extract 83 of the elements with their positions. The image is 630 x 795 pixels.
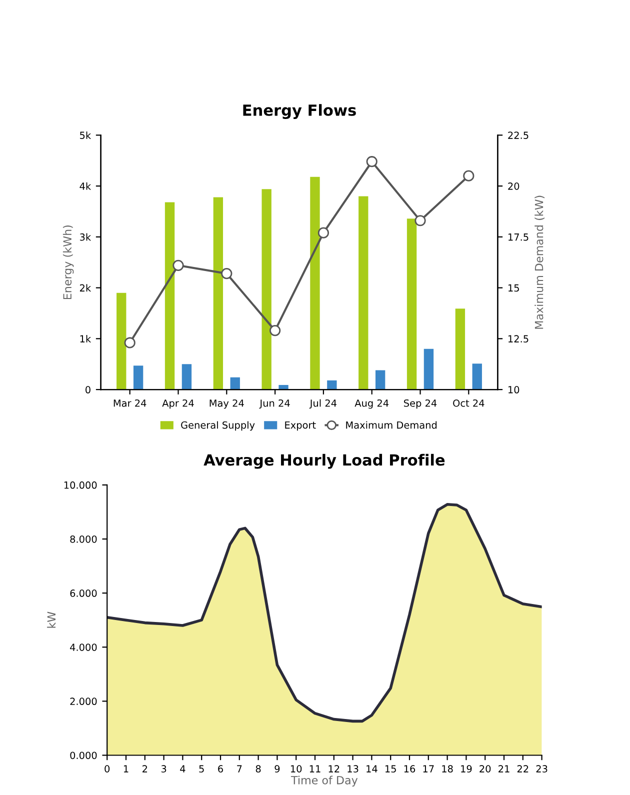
bar (472, 364, 482, 390)
bar (327, 380, 337, 390)
x-tick-label: Jul 24 (309, 399, 336, 409)
x-axis-title: Time of Day (290, 776, 358, 787)
x-tick-label: 11 (310, 765, 320, 772)
point (269, 324, 281, 336)
y-tick-label: 2k (80, 284, 92, 292)
x-tick-label: Mar 24 (114, 399, 146, 407)
x-tick-label: 23 (536, 765, 548, 772)
bar (213, 197, 224, 390)
x-tick-label: 13 (348, 765, 358, 772)
x-tick-label: 12 (328, 765, 340, 772)
x-tick-label: 0 (104, 765, 110, 772)
x-tick-label: 21 (498, 765, 510, 772)
x-tick-label: 20 (480, 765, 491, 772)
bar (133, 366, 144, 390)
x-tick-label: 22 (517, 765, 528, 772)
y2-tick-label: 20 (508, 182, 520, 190)
bar (375, 370, 386, 390)
y2-tick-label: 17.5 (508, 234, 528, 241)
x-tick-label: Jun 24 (259, 399, 290, 409)
y-axis-title: kW (47, 612, 56, 628)
y2-tick-label: 22.5 (508, 132, 528, 139)
x-tick-label: 2 (142, 765, 148, 772)
bar (455, 308, 466, 390)
y-tick-label: 10.000 (64, 481, 97, 489)
bar (278, 384, 288, 390)
x-tick-label: 18 (442, 765, 453, 772)
y-tick-label: 3k (80, 233, 92, 241)
bar (116, 292, 126, 390)
y-tick-label: 6.000 (70, 590, 97, 597)
legend-label: General Supply (181, 421, 255, 431)
point (172, 260, 184, 271)
x-tick-label: May 24 (210, 399, 244, 409)
bar (230, 377, 240, 390)
point (366, 156, 378, 168)
x-tick-label: 7 (237, 765, 242, 772)
y2-axis-title: Maximum Demand (kW) (534, 196, 545, 329)
x-tick-label: 14 (366, 765, 378, 772)
point (124, 337, 136, 348)
point (414, 215, 426, 226)
x-tick-label: 15 (385, 765, 396, 772)
bar (424, 348, 434, 390)
bar (182, 364, 192, 390)
legend-label: Maximum Demand (346, 421, 437, 429)
y-axis-title: Energy (kWh) (62, 226, 74, 300)
bar (310, 176, 320, 390)
x-tick-label: 3 (161, 765, 166, 772)
x-tick-label: 17 (423, 765, 434, 772)
x-tick-label: Aug 24 (354, 399, 389, 409)
x-tick-label: 16 (404, 765, 416, 772)
x-tick-label: Apr 24 (162, 399, 194, 409)
point (318, 227, 330, 238)
x-tick-label: 6 (218, 765, 223, 772)
y2-tick-label: 10 (508, 386, 520, 394)
y2-tick-label: 15 (508, 284, 519, 292)
chart-title: Energy Flows (243, 104, 356, 119)
x-tick-label: 4 (180, 765, 186, 772)
point (463, 170, 474, 182)
legend-label: Export (285, 421, 316, 431)
x-tick-label: 9 (274, 765, 280, 772)
x-tick-label: Oct 24 (453, 399, 484, 407)
x-tick-label: Sep 24 (404, 399, 437, 409)
y-tick-label: 4k (80, 182, 92, 190)
y-tick-label: 8.000 (70, 535, 97, 543)
x-tick-label: 1 (124, 765, 128, 772)
y-tick-label: 0 (86, 386, 90, 394)
y-tick-label: 5k (80, 131, 92, 139)
x-tick-label: 8 (256, 765, 261, 772)
bar (164, 202, 175, 390)
x-tick-label: 19 (461, 765, 472, 772)
bar (262, 189, 272, 390)
y-tick-label: 1k (80, 334, 92, 342)
y-tick-label: 2.000 (70, 698, 97, 706)
x-tick-label: 5 (199, 765, 204, 772)
y-tick-label: 0.000 (70, 752, 97, 760)
y2-tick-label: 12.5 (508, 335, 528, 342)
bar (406, 218, 417, 390)
x-tick-label: 10 (290, 765, 302, 772)
y-tick-label: 4.000 (70, 644, 97, 651)
bar (358, 196, 368, 390)
chart-title: Average Hourly Load Profile (204, 454, 445, 469)
point (221, 268, 232, 280)
